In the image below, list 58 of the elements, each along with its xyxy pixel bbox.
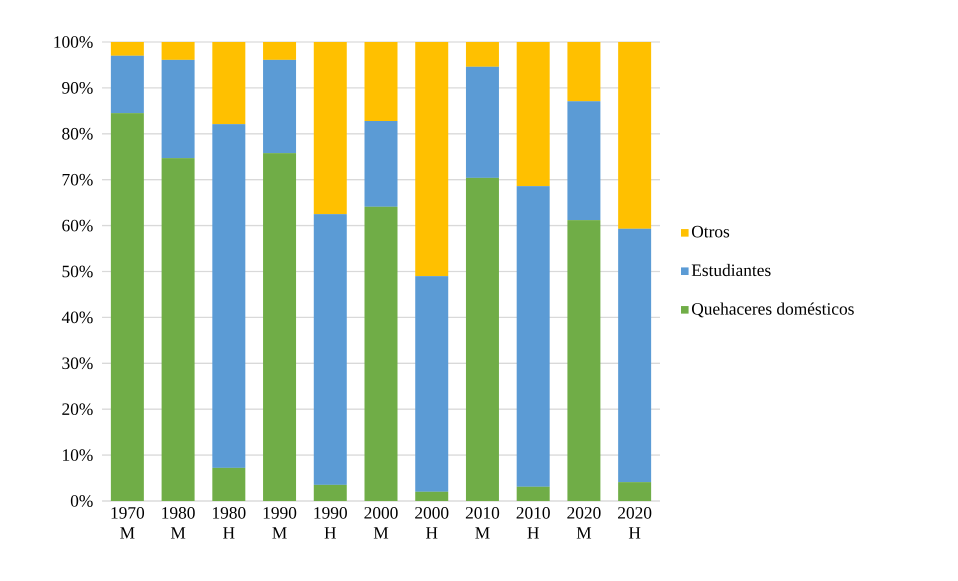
bar [618, 228, 652, 482]
bar [567, 101, 600, 220]
bar [567, 42, 600, 102]
bar [263, 42, 296, 60]
x-tick-label: 1980 H [213, 507, 246, 539]
bar [314, 214, 347, 485]
bar [263, 60, 296, 154]
bar [162, 42, 195, 60]
x-tick-label: 2000 H [415, 507, 448, 539]
x-tick-label: 2010 M [466, 507, 500, 539]
y-tick-label: 60% [62, 220, 93, 232]
bar [415, 276, 448, 492]
bar [314, 484, 347, 501]
bar [162, 158, 195, 501]
y-tick-label: 40% [62, 312, 93, 324]
bar [364, 42, 398, 121]
bar [364, 206, 398, 501]
y-tick-label: 50% [62, 266, 93, 278]
bar [567, 220, 600, 501]
y-tick-label: 80% [62, 128, 93, 140]
bar [364, 120, 398, 207]
x-tick-label: 1990 M [264, 507, 296, 539]
bar [516, 42, 550, 186]
bar [212, 42, 246, 124]
bar [618, 42, 652, 229]
bar [466, 178, 499, 501]
y-tick-label: 30% [62, 357, 93, 370]
bar [415, 492, 448, 501]
bar [516, 486, 550, 501]
x-tick-label: 1970 M [112, 507, 144, 539]
bar [466, 42, 499, 67]
bar [516, 186, 550, 487]
bar [212, 468, 246, 501]
y-tick-label: 10% [63, 449, 93, 461]
bar [314, 42, 347, 214]
bar [466, 66, 499, 178]
bar [263, 153, 296, 501]
bar [162, 60, 195, 158]
y-tick-label: 90% [62, 82, 93, 94]
bar [110, 56, 144, 114]
y-tick-label: 0% [70, 495, 93, 507]
bar [415, 42, 448, 276]
x-tick-label: 2020 H [618, 507, 652, 539]
legend-label: Quehaceres domésticos [692, 302, 854, 318]
x-tick-label: 1990 H [314, 507, 347, 539]
bar [110, 42, 144, 56]
legend-label: Estudiantes [692, 264, 771, 276]
bar [618, 482, 652, 501]
x-tick-label: 2020 M [567, 507, 601, 539]
bar [212, 124, 246, 468]
bar [110, 113, 144, 501]
y-tick-label: 100% [54, 36, 93, 48]
x-tick-label: 2010 H [516, 507, 550, 539]
legend-label: Otros [692, 226, 730, 238]
y-tick-label: 70% [62, 174, 93, 186]
x-tick-label: 1980 M [162, 507, 195, 539]
x-tick-label: 2000 M [364, 507, 398, 539]
y-tick-label: 20% [62, 403, 93, 416]
